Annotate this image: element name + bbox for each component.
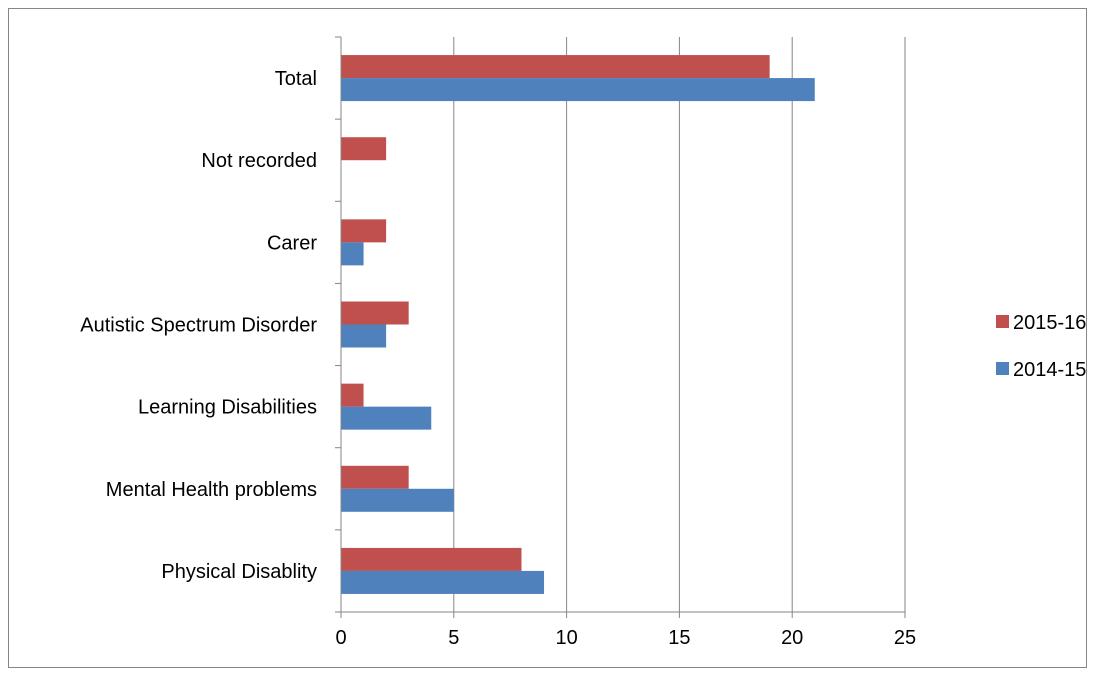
category-label: Carer [267, 232, 317, 254]
chart-frame [8, 8, 1087, 668]
x-tick-label: 5 [448, 627, 459, 649]
category-label: Physical Disablity [161, 561, 317, 583]
category-label: Total [275, 68, 317, 90]
bar-2014-15-mental-health-problems [341, 488, 454, 512]
x-tick-label: 25 [894, 627, 916, 649]
legend-swatch [996, 315, 1009, 328]
x-tick-label: 10 [555, 627, 577, 649]
category-label: Autistic Spectrum Disorder [80, 315, 317, 337]
bar-2015-16-mental-health-problems [341, 465, 409, 489]
x-tick-label: 20 [781, 627, 803, 649]
category-labels: Physical Disablity Mental Health problems… [80, 68, 317, 583]
bar-2014-15-learning-disabilities [341, 406, 432, 430]
gridlines [453, 37, 906, 612]
bar-2015-16-learning-disabilities [341, 383, 364, 407]
x-tick-label: 0 [335, 627, 346, 649]
bar-2015-16-carer [341, 219, 387, 243]
bar-2014-15-carer [341, 242, 364, 266]
bar-2015-16-not-recorded [341, 137, 387, 161]
bar-2015-16-total [341, 55, 770, 79]
bar-2015-16-autistic-spectrum-disorder [341, 301, 409, 325]
x-tick-label: 15 [668, 627, 690, 649]
category-label: Mental Health problems [106, 479, 317, 501]
legend: 2015-16 2014-15 [996, 312, 1086, 381]
bar-2014-15-total [341, 78, 815, 102]
bars [341, 55, 815, 594]
legend-label: 2015-16 [1013, 312, 1086, 334]
axes [335, 36, 906, 618]
bar-2014-15-physical-disablity [341, 570, 545, 594]
category-label: Not recorded [201, 150, 317, 172]
legend-swatch [996, 362, 1009, 375]
bar-2015-16-physical-disablity [341, 547, 522, 571]
x-tick-labels: 0 5 10 15 20 25 [335, 627, 916, 649]
bar-2014-15-autistic-spectrum-disorder [341, 324, 387, 348]
legend-label: 2014-15 [1013, 359, 1086, 381]
category-label: Learning Disabilities [138, 397, 317, 419]
